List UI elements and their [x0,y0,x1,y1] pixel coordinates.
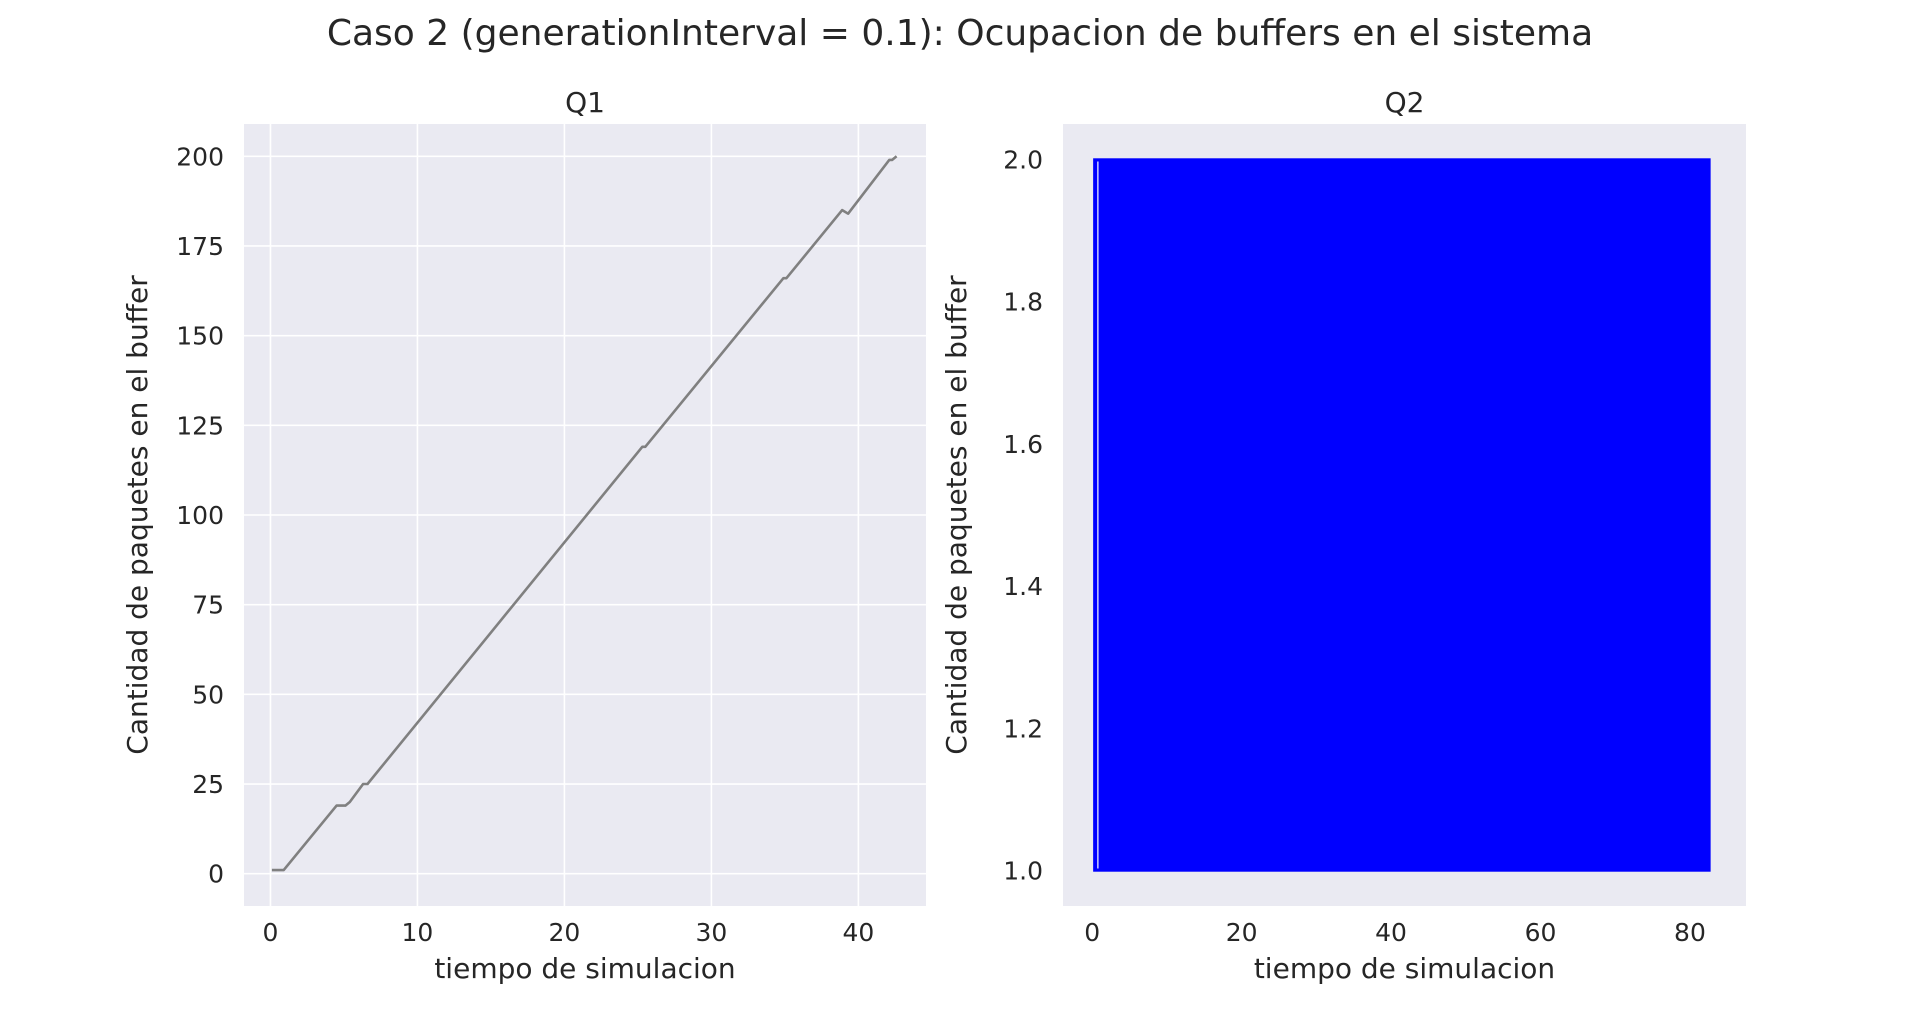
y-tick-label: 1.8 [1003,288,1043,317]
x-tick-label: 30 [695,918,727,947]
y-tick-label: 0 [208,860,224,889]
figure-title: Caso 2 (generationInterval = 0.1): Ocupa… [327,13,1593,54]
y-tick-label: 150 [176,322,224,351]
axes-q2-ticks: 0 20 40 60 80 1.0 1.2 1.4 1.6 1.8 2.0 [1003,146,1706,947]
series-line [271,155,898,872]
axes-q2-series [1093,158,1711,872]
x-tick-label: 0 [1084,918,1100,947]
x-tick-label: 20 [549,918,581,947]
axes-q1-ticks: 0 10 20 30 40 0 25 50 75 100 125 150 175 200 [176,142,874,947]
y-tick-label: 1.4 [1003,572,1043,601]
axes-q1-ylabel: Cantidad de paquetes en el buffer [121,275,154,755]
y-tick-label: 1.6 [1003,430,1043,459]
x-tick-label: 80 [1674,918,1706,947]
y-tick-label: 75 [192,591,224,620]
x-tick-label: 20 [1226,918,1258,947]
y-tick-label: 200 [176,142,224,171]
series-oscillation-edge [1093,158,1711,872]
y-tick-label: 175 [176,232,224,261]
axes-q1-series [271,155,898,872]
y-tick-label: 25 [192,770,224,799]
y-tick-label: 1.0 [1003,856,1043,885]
x-tick-label: 40 [842,918,874,947]
x-tick-label: 0 [263,918,279,947]
y-tick-label: 2.0 [1003,146,1043,175]
axes-q1-title: Q1 [565,86,605,119]
y-tick-label: 125 [176,411,224,440]
axes-q1-xlabel: tiempo de simulacion [434,952,735,985]
y-tick-label: 1.2 [1003,714,1043,743]
axes-q1-grid [244,124,926,906]
axes-q2-ylabel: Cantidad de paquetes en el buffer [940,275,973,755]
y-tick-label: 50 [192,680,224,709]
x-tick-label: 40 [1375,918,1407,947]
y-tick-label: 100 [176,501,224,530]
axes-q1: 0 10 20 30 40 0 25 50 75 100 125 150 175 200 Q1 tiemp… [121,86,926,985]
axes-q2: 0 20 40 60 80 1.0 1.2 1.4 1.6 1.8 2.0 Q2 tiempo de… [940,86,1746,985]
series-oscillation-fill [1094,159,1710,871]
axes-q2-title: Q2 [1385,86,1425,119]
axes-q2-xlabel: tiempo de simulacion [1254,952,1555,985]
x-tick-label: 10 [402,918,434,947]
x-tick-label: 60 [1525,918,1557,947]
